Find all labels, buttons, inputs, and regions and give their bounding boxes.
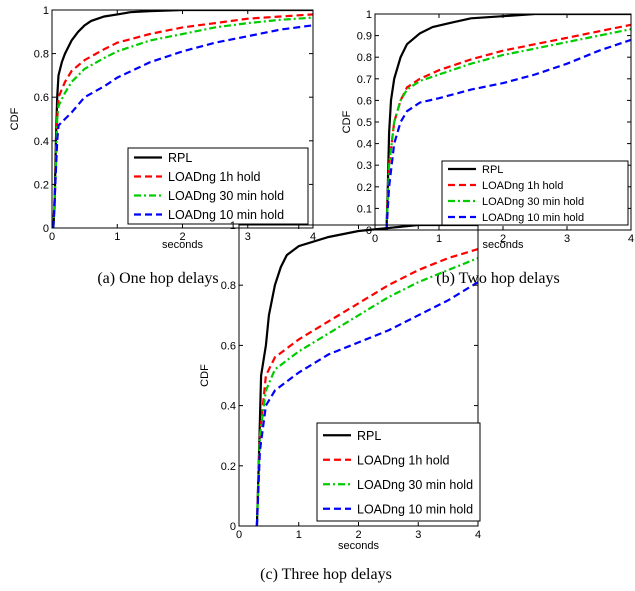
y-tick-label: 0.2 <box>34 179 49 191</box>
legend-label: RPL <box>168 151 192 165</box>
y-tick-label: 0.2 <box>357 182 372 194</box>
legend-label: LOADng 10 min hold <box>168 208 284 222</box>
y-axis-label: CDF <box>341 110 353 133</box>
x-tick-label: 3 <box>415 529 421 541</box>
figure-caption: (c) Three hop delays <box>260 566 392 583</box>
y-tick-label: 0.6 <box>34 92 49 104</box>
x-tick-label: 4 <box>310 231 316 243</box>
legend-label: LOADng 30 min hold <box>482 196 584 208</box>
x-tick-label: 1 <box>296 529 302 541</box>
y-tick-label: 0.3 <box>357 160 372 172</box>
x-tick-label: 0 <box>49 231 55 243</box>
y-tick-label: 0.8 <box>357 52 372 64</box>
x-axis-label: seconds <box>483 239 524 251</box>
series-line-4 <box>385 38 631 230</box>
legend: RPL LOADng 1h hold LOADng 30 min hold LOADn… <box>441 160 629 226</box>
legend-label: LOADng 10 min hold <box>482 212 584 224</box>
y-tick-label: 0.1 <box>357 203 372 215</box>
y-tick-label: 1 <box>230 220 236 232</box>
y-tick-label: 0.4 <box>221 401 236 413</box>
series-line-4 <box>52 24 313 228</box>
y-tick-label: 1 <box>43 5 49 17</box>
legend-label: LOADng 1h hold <box>482 180 563 192</box>
y-tick-label: 0.5 <box>357 117 372 129</box>
x-tick-label: 0 <box>236 529 242 541</box>
series-line-3 <box>385 28 631 230</box>
y-tick-label: 0.7 <box>357 74 372 86</box>
legend-label: LOADng 1h hold <box>168 170 260 184</box>
legend-label: LOADng 1h hold <box>357 453 449 467</box>
figure-caption: (a) One hop delays <box>97 270 218 287</box>
legend-label: LOADng 10 min hold <box>357 502 473 516</box>
series-line-4 <box>255 281 478 526</box>
x-tick-label: 1 <box>436 233 442 245</box>
series-group <box>385 14 631 230</box>
y-tick-label: 0.2 <box>221 461 236 473</box>
y-tick-label: 1 <box>366 9 372 21</box>
series-group <box>255 225 478 526</box>
series-line-2 <box>385 23 631 230</box>
legend-label: RPL <box>357 429 381 443</box>
series-line-1 <box>255 225 478 526</box>
x-tick-label: 3 <box>245 231 251 243</box>
x-tick-label: 4 <box>628 233 634 245</box>
series-line-2 <box>255 248 478 526</box>
series-line-3 <box>255 257 478 526</box>
x-tick-label: 2 <box>179 231 185 243</box>
x-tick-label: 2 <box>355 529 361 541</box>
x-tick-label: 1 <box>114 231 120 243</box>
legend-label: LOADng 30 min hold <box>168 189 284 203</box>
x-tick-label: 0 <box>372 233 378 245</box>
legend-label: LOADng 30 min hold <box>357 478 473 492</box>
x-tick-label: 3 <box>564 233 570 245</box>
y-tick-label: 0.6 <box>357 95 372 107</box>
y-tick-label: 0.9 <box>357 31 372 43</box>
x-axis-label: seconds <box>162 239 203 251</box>
x-tick-label: 4 <box>475 529 481 541</box>
series-line-3 <box>52 16 313 228</box>
y-tick-label: 0 <box>43 223 49 235</box>
x-tick-label: 2 <box>500 233 506 245</box>
series-line-1 <box>385 14 631 230</box>
legend-box <box>441 160 629 226</box>
legend-label: RPL <box>482 164 503 176</box>
chart-panel-1: 0 1 2 3 4 0 0.2 0.4 0.6 0.8 1 seconds CDF RPL LOADng 1… <box>9 5 316 287</box>
y-tick-label: 0.8 <box>34 49 49 61</box>
y-tick-label: 0.6 <box>221 340 236 352</box>
series-group <box>52 10 313 228</box>
chart-panel-3: 0 1 2 3 4 0 0.2 0.4 0.6 0.8 1 seconds CDF RPL LOADng 1… <box>199 220 481 583</box>
y-tick-label: 0.8 <box>221 280 236 292</box>
legend-box <box>127 147 309 225</box>
y-axis-label: CDF <box>199 364 211 387</box>
legend: RPL LOADng 1h hold LOADng 30 min hold LOADn… <box>127 147 309 225</box>
legend-box <box>316 422 481 522</box>
chart-panel-2: 0 1 2 3 400.10.20.30.40.50.60.70.80.91second… <box>341 9 634 287</box>
y-tick-label: 0 <box>230 521 236 533</box>
y-axis-label: CDF <box>9 107 21 130</box>
y-tick-label: 0.4 <box>34 136 49 148</box>
x-axis-label: seconds <box>338 540 379 552</box>
legend: RPL LOADng 1h hold LOADng 30 min hold LOADn… <box>316 422 481 522</box>
figure-caption: (b) Two hop delays <box>436 270 559 287</box>
y-tick-label: 0.4 <box>357 139 372 151</box>
